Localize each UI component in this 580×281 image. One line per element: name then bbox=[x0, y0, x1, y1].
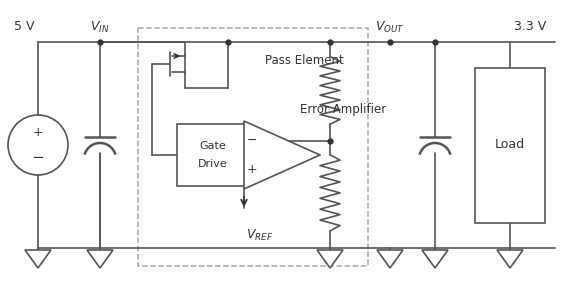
Polygon shape bbox=[377, 250, 403, 268]
FancyBboxPatch shape bbox=[475, 68, 545, 223]
Text: −: − bbox=[32, 151, 45, 166]
Text: −: − bbox=[246, 134, 258, 147]
Text: +: + bbox=[246, 163, 258, 176]
Polygon shape bbox=[87, 250, 113, 268]
Text: Pass Element: Pass Element bbox=[265, 53, 344, 67]
FancyBboxPatch shape bbox=[177, 124, 249, 186]
Polygon shape bbox=[497, 250, 523, 268]
Text: $V_{IN}$: $V_{IN}$ bbox=[90, 20, 110, 35]
Text: 5 V: 5 V bbox=[14, 20, 34, 33]
Text: Gate: Gate bbox=[200, 141, 226, 151]
Text: 3.3 V: 3.3 V bbox=[514, 20, 546, 33]
Text: $V_{OUT}$: $V_{OUT}$ bbox=[375, 20, 405, 35]
Text: Error Amplifier: Error Amplifier bbox=[300, 103, 386, 117]
Polygon shape bbox=[25, 250, 51, 268]
Text: $V_{REF}$: $V_{REF}$ bbox=[246, 228, 274, 243]
Text: Drive: Drive bbox=[198, 159, 228, 169]
Polygon shape bbox=[244, 121, 320, 189]
Polygon shape bbox=[422, 250, 448, 268]
Polygon shape bbox=[317, 250, 343, 268]
Text: Load: Load bbox=[495, 139, 525, 151]
Text: +: + bbox=[32, 126, 44, 139]
